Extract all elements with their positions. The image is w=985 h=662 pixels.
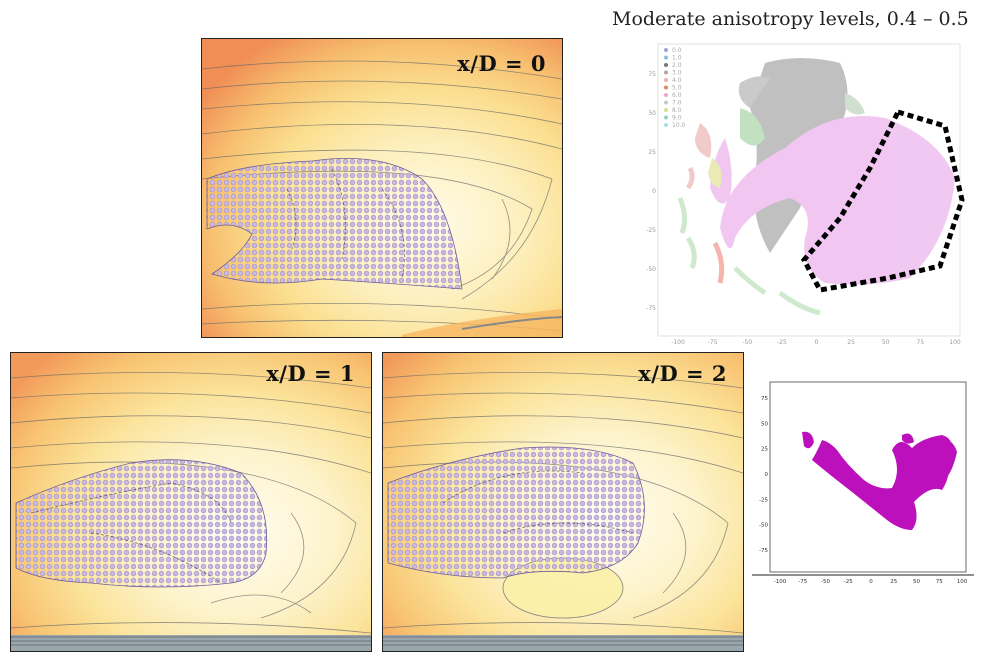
y-tick-label: -25 bbox=[759, 497, 768, 503]
legend-marker bbox=[664, 100, 668, 105]
y-tick-label: 50 bbox=[761, 421, 768, 427]
tsne-subset-x-ticks: -100 -75 -50 -25 0 25 50 75 100 bbox=[774, 579, 968, 585]
y-tick-label: 50 bbox=[648, 110, 656, 117]
y-tick-label: -50 bbox=[759, 523, 768, 529]
panel-label-xd1: x/D = 1 bbox=[266, 361, 355, 386]
legend-entry: 10.0 bbox=[672, 122, 686, 129]
y-tick-label: -50 bbox=[646, 266, 656, 273]
y-tick-label: 25 bbox=[648, 149, 656, 156]
legend-marker bbox=[664, 48, 668, 52]
legend-marker bbox=[664, 70, 668, 75]
panel-label-xd2: x/D = 2 bbox=[638, 361, 727, 386]
x-tick-label: 75 bbox=[936, 579, 943, 585]
point-cloud bbox=[387, 446, 645, 579]
x-tick-label: 100 bbox=[957, 579, 968, 585]
highlight-polygon bbox=[800, 109, 965, 293]
legend-entry: 8.0 bbox=[672, 107, 682, 114]
tsne-legend: 0.01.02.03.04.05.06.07.08.09.010.0 bbox=[664, 47, 686, 129]
legend-entry: 1.0 bbox=[672, 55, 682, 62]
tsne-subset-y-ticks: 75 50 25 0 -25 -50 -75 bbox=[759, 396, 768, 554]
x-tick-label: -25 bbox=[777, 339, 787, 346]
legend-marker bbox=[664, 123, 668, 127]
tsne-full-x-ticks: -100 -75 -50 -25 0 25 50 75 100 bbox=[671, 339, 961, 346]
x-tick-label: 50 bbox=[882, 339, 890, 346]
legend-marker bbox=[664, 85, 668, 90]
legend-marker bbox=[664, 93, 668, 97]
legend-entry: 5.0 bbox=[672, 85, 682, 92]
contour-panel-xd2: x/D = 2 bbox=[382, 352, 744, 652]
contour-plot-xd0 bbox=[202, 39, 562, 337]
x-tick-label: 50 bbox=[913, 579, 920, 585]
legend-marker bbox=[664, 55, 668, 60]
panel-label-xd0: x/D = 0 bbox=[457, 51, 546, 76]
y-tick-label: 75 bbox=[761, 396, 768, 402]
legend-entry: 7.0 bbox=[672, 100, 682, 107]
x-tick-label: -75 bbox=[798, 579, 807, 585]
contour-panel-xd0: x/D = 0 bbox=[201, 38, 563, 338]
y-tick-label: -25 bbox=[646, 227, 656, 234]
x-tick-label: 25 bbox=[847, 339, 855, 346]
x-tick-label: -75 bbox=[708, 339, 718, 346]
point-cloud bbox=[15, 459, 268, 588]
contour-plot-xd1 bbox=[11, 353, 371, 651]
y-tick-label: 0 bbox=[765, 472, 769, 478]
y-tick-label: 25 bbox=[761, 447, 768, 453]
x-tick-label: -50 bbox=[742, 339, 752, 346]
x-tick-label: -100 bbox=[774, 579, 787, 585]
legend-marker bbox=[664, 115, 668, 120]
legend-marker bbox=[664, 78, 668, 82]
y-tick-label: -75 bbox=[646, 305, 656, 312]
legend-marker bbox=[664, 108, 668, 112]
contour-panel-xd1: x/D = 1 bbox=[10, 352, 372, 652]
contour-plot-xd2 bbox=[383, 353, 743, 651]
tsne-full-plot: 0.0 1.0 2.0 3.0 4.0 5.0 6.0 7.0 8.0 9.0 10.0 -100-… bbox=[640, 38, 975, 350]
tsne-full-svg: 0.01.02.03.04.05.06.07.08.09.010.0 -100-… bbox=[646, 43, 965, 346]
y-tick-label: -75 bbox=[759, 548, 768, 554]
legend-entry: 4.0 bbox=[672, 77, 682, 84]
legend-entry: 0.0 bbox=[672, 47, 682, 54]
x-tick-label: 25 bbox=[890, 579, 897, 585]
x-tick-label: -100 bbox=[671, 339, 685, 346]
y-tick-label: 75 bbox=[648, 71, 656, 78]
figure-title: Moderate anisotropy levels, 0.4 – 0.5 bbox=[612, 8, 969, 30]
point-cloud bbox=[206, 157, 463, 290]
x-tick-label: -25 bbox=[844, 579, 853, 585]
tsne-subset-plot: -100 -75 -50 -25 0 25 50 75 100 75 50 25 0 -25 -50 -75 bbox=[752, 380, 974, 590]
legend-entry: 6.0 bbox=[672, 92, 682, 99]
tsne-subset-svg: -100 -75 -50 -25 0 25 50 75 100 75 50 25 0 -25 -50 -75 bbox=[752, 381, 974, 585]
x-tick-label: 0 bbox=[815, 339, 819, 346]
tsne-full-y-ticks: 75 50 25 0 -25 -50 -75 bbox=[646, 71, 656, 312]
legend-entry: 2.0 bbox=[672, 62, 682, 69]
legend-entry: 9.0 bbox=[672, 115, 682, 122]
x-tick-label: 100 bbox=[949, 339, 961, 346]
x-tick-label: 75 bbox=[917, 339, 925, 346]
y-tick-label: 0 bbox=[652, 188, 656, 195]
legend-marker bbox=[664, 63, 668, 67]
x-tick-label: 0 bbox=[869, 579, 873, 585]
x-tick-label: -50 bbox=[821, 579, 830, 585]
legend-entry: 3.0 bbox=[672, 70, 682, 77]
